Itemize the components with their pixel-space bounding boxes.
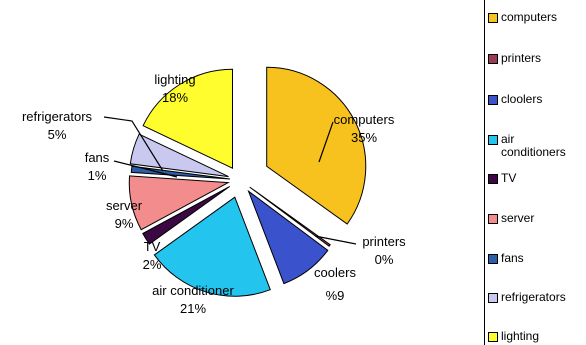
legend-label: lighting: [501, 329, 540, 343]
legend-label: server: [501, 211, 535, 225]
pie-slice-computers: [266, 66, 367, 225]
legend-item-lighting: lighting: [488, 330, 539, 343]
legend-label: cloolers: [501, 92, 543, 106]
slice-label-value-printers: 0%: [375, 252, 394, 267]
slice-label-name-computers: computers: [334, 112, 395, 127]
legend-label: air conditioners: [501, 132, 566, 159]
slice-label-value-fans: 1%: [88, 168, 107, 183]
leader-line: [103, 116, 164, 172]
slice-label-name-server: server: [106, 198, 143, 213]
pie-slice-refrigerators: [129, 133, 229, 178]
legend-swatch: [488, 174, 498, 184]
leader-line: [314, 235, 357, 245]
legend-label: fans: [501, 251, 524, 265]
slice-label-name-printers: printers: [362, 234, 406, 249]
slice-label-value-computers: 35%: [351, 130, 377, 145]
slice-label-value-coolers: %9: [326, 288, 345, 303]
leader-line: [318, 121, 334, 163]
slice-label-value-refrigerators: 5%: [48, 127, 67, 142]
legend-swatch: [488, 214, 498, 224]
leader-line: [113, 160, 178, 178]
legend-swatch: [488, 293, 498, 303]
legend-label: TV: [501, 171, 517, 185]
legend-item-computers: computers: [488, 11, 557, 24]
pie-slice-lighting: [142, 68, 233, 169]
slice-label-name-lighting: lighting: [154, 72, 195, 87]
pie-slice-tv: [142, 185, 231, 245]
slice-label-value-server: 9%: [115, 216, 134, 231]
slice-label-value-lighting: 18%: [162, 90, 188, 105]
legend-swatch: [488, 135, 498, 145]
slice-label-name-fans: fans: [85, 150, 110, 165]
pie-slice-server: [128, 175, 231, 231]
legend-swatch: [488, 332, 498, 342]
slice-label-name-tv: TV: [144, 239, 161, 254]
pie-slice-fans: [130, 165, 231, 180]
slice-label-name-air-conditioner: air conditioner: [152, 283, 234, 298]
legend-swatch: [488, 95, 498, 105]
slice-label-value-air-conditioner: 21%: [180, 301, 206, 316]
legend-item-server: server: [488, 212, 534, 225]
pie-slice-cloolers: [247, 189, 329, 285]
legend-label: computers: [501, 10, 558, 24]
legend: computers printers cloolers air conditio…: [484, 0, 586, 345]
legend-item-air-conditioners: air conditioners: [488, 133, 566, 159]
legend-label: refrigerators: [501, 290, 566, 304]
pie-slice-air-conditioners: [153, 196, 271, 297]
legend-label: printers: [501, 51, 542, 65]
pie-slices: [128, 66, 367, 297]
pie-slice-printers: [249, 186, 331, 247]
legend-swatch: [488, 54, 498, 64]
legend-item-refrigerators: refrigerators: [488, 291, 566, 304]
legend-item-cloolers: cloolers: [488, 93, 542, 106]
leader-lines: [103, 116, 357, 245]
legend-item-tv: TV: [488, 172, 516, 185]
legend-swatch: [488, 13, 498, 23]
legend-item-printers: printers: [488, 52, 541, 65]
legend-swatch: [488, 254, 498, 264]
slice-label-value-tv: 2%: [143, 257, 162, 272]
slice-label-name-refrigerators: refrigerators: [22, 109, 93, 124]
slice-label-name-coolers: coolers: [314, 265, 356, 280]
legend-item-fans: fans: [488, 252, 524, 265]
